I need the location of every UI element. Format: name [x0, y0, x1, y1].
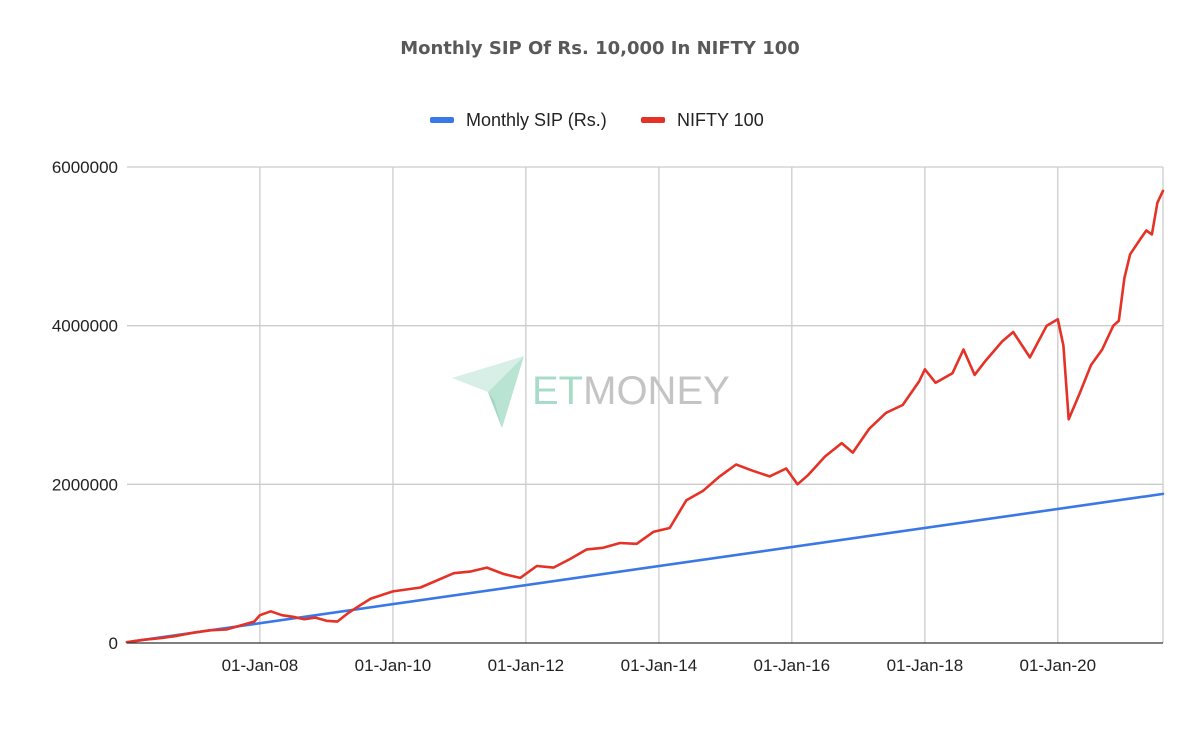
y-axis-ticks: 0 2000000 4000000 6000000 [52, 158, 118, 653]
x-tick-label: 01-Jan-14 [621, 656, 698, 675]
legend-swatch-monthly-sip [430, 117, 454, 123]
series-line-nifty-100 [125, 189, 1165, 644]
x-tick-label: 01-Jan-08 [222, 656, 299, 675]
x-tick-label: 01-Jan-16 [754, 656, 831, 675]
chart-title: Monthly SIP Of Rs. 10,000 In NIFTY 100 [400, 38, 800, 59]
series-line-monthly-sip-rs [125, 492, 1165, 644]
x-tick-label: 01-Jan-18 [887, 656, 964, 675]
legend-label-monthly-sip: Monthly SIP (Rs.) [466, 110, 607, 130]
legend-label-nifty-100: NIFTY 100 [677, 110, 764, 130]
grid [127, 166, 1164, 643]
y-tick-label: 2000000 [52, 475, 118, 494]
watermark-et: ET [532, 369, 583, 413]
legend-swatch-nifty-100 [641, 117, 665, 123]
x-axis-ticks: 01-Jan-08 01-Jan-10 01-Jan-12 01-Jan-14 01-J… [222, 656, 1096, 675]
series [125, 189, 1165, 644]
watermark-brand: ETMONEY [532, 369, 730, 413]
paper-plane-icon [452, 356, 524, 428]
legend: Monthly SIP (Rs.) NIFTY 100 [430, 110, 764, 130]
watermark: ETMONEY [452, 356, 730, 428]
x-tick-label: 01-Jan-12 [488, 656, 565, 675]
y-tick-label: 4000000 [52, 317, 118, 336]
x-tick-label: 01-Jan-20 [1019, 656, 1096, 675]
watermark-money: MONEY [583, 369, 730, 413]
y-tick-label: 6000000 [52, 158, 118, 177]
x-tick-label: 01-Jan-10 [355, 656, 432, 675]
y-tick-label: 0 [109, 634, 118, 653]
